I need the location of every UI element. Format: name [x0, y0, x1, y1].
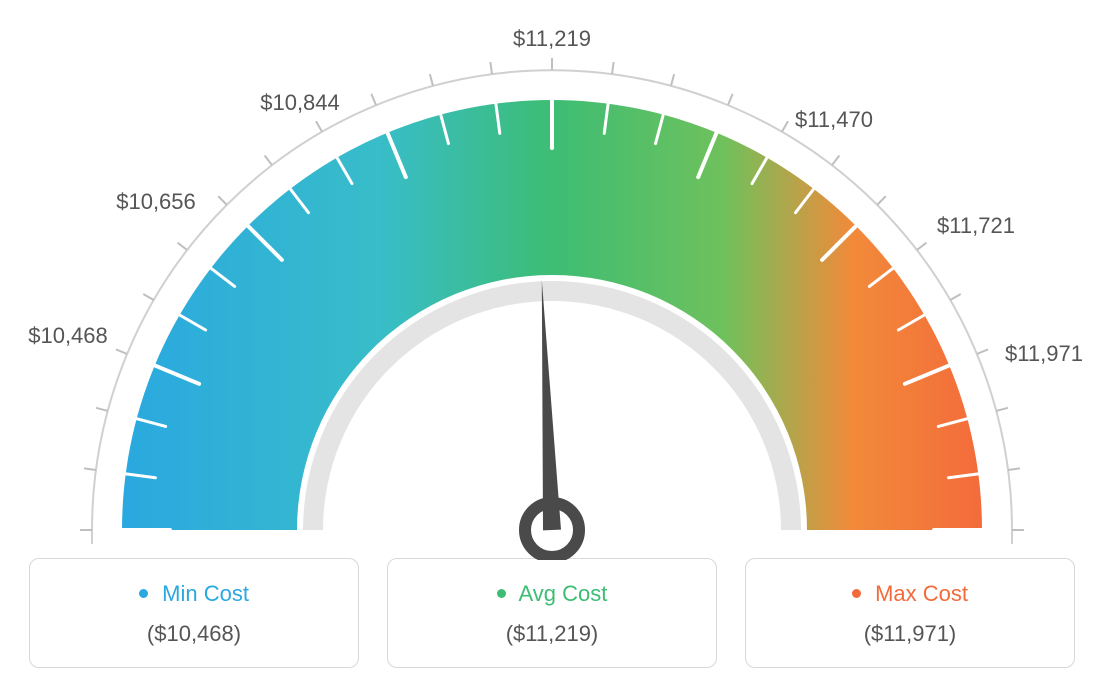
summary-title-avg: Avg Cost: [398, 581, 706, 607]
summary-label-avg: Avg Cost: [519, 581, 608, 606]
summary-label-min: Min Cost: [162, 581, 249, 606]
gauge-tick-label: $10,468: [28, 323, 108, 349]
dot-icon-avg: [497, 589, 506, 598]
summary-row: Min Cost ($10,468) Avg Cost ($11,219) Ma…: [20, 558, 1084, 668]
gauge-tick-label: $11,470: [795, 107, 873, 133]
gauge-tick-label: $11,971: [1005, 341, 1083, 367]
gauge-tick-label: $11,219: [513, 26, 591, 52]
gauge-svg: [20, 20, 1084, 560]
gauge-tick-label: $11,721: [937, 213, 1015, 239]
dot-icon-min: [139, 589, 148, 598]
summary-value-max: ($11,971): [756, 621, 1064, 647]
summary-card-min: Min Cost ($10,468): [29, 558, 359, 668]
summary-card-avg: Avg Cost ($11,219): [387, 558, 717, 668]
summary-title-min: Min Cost: [40, 581, 348, 607]
dot-icon-max: [852, 589, 861, 598]
summary-card-max: Max Cost ($11,971): [745, 558, 1075, 668]
gauge-tick-label: $10,656: [116, 189, 196, 215]
summary-label-max: Max Cost: [875, 581, 968, 606]
summary-title-max: Max Cost: [756, 581, 1064, 607]
gauge-container: $10,468 $10,656 $10,844 $11,219 $11,470 $11,7…: [20, 20, 1084, 550]
summary-value-min: ($10,468): [40, 621, 348, 647]
gauge-tick-label: $10,844: [260, 90, 340, 116]
summary-value-avg: ($11,219): [398, 621, 706, 647]
